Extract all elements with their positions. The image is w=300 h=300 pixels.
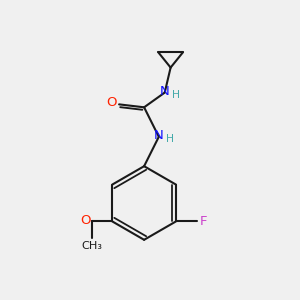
Text: CH₃: CH₃ bbox=[81, 241, 102, 251]
Text: H: H bbox=[172, 90, 180, 100]
Text: F: F bbox=[200, 215, 208, 228]
Text: N: N bbox=[154, 129, 164, 142]
Text: H: H bbox=[166, 134, 174, 144]
Text: N: N bbox=[160, 85, 169, 98]
Text: O: O bbox=[80, 214, 90, 227]
Text: O: O bbox=[106, 96, 117, 110]
